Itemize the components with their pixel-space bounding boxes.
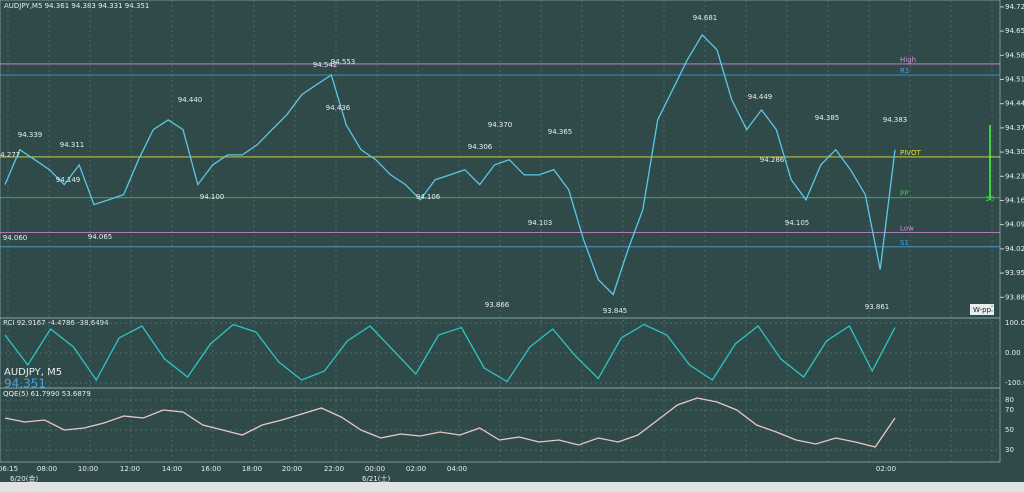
date-label: 6/21(土) — [362, 474, 390, 483]
y-tick-label: 94.440 — [1005, 100, 1024, 108]
y-tick-label: 0.00 — [1005, 349, 1021, 357]
price-annotation: 94.383 — [883, 116, 908, 124]
price-annotation: 94.149 — [56, 176, 81, 184]
y-tick-label: 94.020 — [1005, 245, 1024, 253]
y-tick-label: 94.370 — [1005, 124, 1024, 132]
price-annotation: 94.365 — [548, 128, 573, 136]
date-label: 6/20(金) — [10, 474, 38, 483]
price-line — [4, 33, 896, 296]
x-tick-label: 02:00 — [406, 465, 426, 473]
price-annotation: 94.436 — [326, 104, 351, 112]
price-annotation: 94.103 — [528, 219, 553, 227]
x-tick-label: 06:15 — [0, 465, 18, 473]
x-tick-label: 22:00 — [324, 465, 344, 473]
y-tick-label: 93.880 — [1005, 293, 1024, 301]
price-annotation: 94.370 — [488, 121, 513, 129]
side-label: 20 — [986, 195, 995, 203]
level-label: High — [900, 56, 916, 64]
y-tick-label: 94.160 — [1005, 196, 1024, 204]
price-annotation: 94.277 — [0, 151, 20, 159]
price-annotation: 94.065 — [88, 233, 113, 241]
qqe-line — [4, 397, 896, 448]
price-annotation: 93.861 — [865, 303, 890, 311]
price-annotation: 94.339 — [18, 131, 43, 139]
x-tick-label: 18:00 — [242, 465, 262, 473]
price-annotation: 94.385 — [815, 114, 840, 122]
qqe-title: QQE(5) 61.7990 53.6879 — [3, 390, 91, 398]
x-tick-label: 16:00 — [201, 465, 221, 473]
price-annotation: 94.542 — [313, 61, 338, 69]
price-annotation: 94.311 — [60, 141, 85, 149]
pivot-box — [970, 304, 994, 315]
price-annotation: 94.100 — [200, 193, 225, 201]
y-tick-label: 94.720 — [1005, 3, 1024, 11]
price-annotation: 93.845 — [603, 307, 628, 315]
x-tick-label: 14:00 — [162, 465, 182, 473]
price-annotation: 93.866 — [485, 301, 510, 309]
price-annotation: 94.060 — [3, 234, 28, 242]
x-tick-label: 00:00 — [365, 465, 385, 473]
level-label: Low — [900, 225, 914, 233]
level-label: R1 — [900, 67, 909, 75]
y-tick-label: 94.510 — [1005, 76, 1024, 84]
y-tick-label: 50 — [1005, 426, 1014, 434]
symbol-overlay: AUDJPY, M5 — [4, 367, 62, 378]
x-tick-label: 04:00 — [447, 465, 467, 473]
y-tick-label: 94.650 — [1005, 27, 1024, 35]
y-tick-label: 94.090 — [1005, 221, 1024, 229]
x-tick-label: 02:00 — [876, 465, 896, 473]
price-annotation: 94.306 — [468, 143, 493, 151]
price-annotation: 94.681 — [693, 14, 718, 22]
level-label: PIVOT — [900, 149, 921, 157]
pivot-box-label: W-pp — [973, 306, 992, 314]
x-tick-label: 10:00 — [78, 465, 98, 473]
level-label: PP — [900, 190, 908, 198]
chart-title: AUDJPY,M5 94.361 94.383 94.331 94.351 — [4, 2, 149, 10]
price-annotation: 94.105 — [785, 219, 810, 227]
price-annotation: 94.449 — [748, 93, 773, 101]
level-label: S1 — [900, 239, 909, 247]
x-tick-label: 08:00 — [37, 465, 57, 473]
price-annotation: 94.553 — [331, 58, 356, 66]
y-tick-label: 94.300 — [1005, 148, 1024, 156]
y-tick-label: 94.580 — [1005, 51, 1024, 59]
y-tick-label: 30 — [1005, 446, 1014, 454]
status-bar — [0, 482, 1024, 492]
y-tick-label: 80 — [1005, 396, 1014, 404]
y-tick-label: 93.950 — [1005, 269, 1024, 277]
y-tick-label: 70 — [1005, 406, 1014, 414]
price-annotation: 94.286 — [760, 156, 785, 164]
x-tick-label: 20:00 — [282, 465, 302, 473]
price-annotation: 94.440 — [178, 96, 203, 104]
x-tick-label: 12:00 — [120, 465, 140, 473]
price-overlay: 94.351 — [4, 377, 46, 391]
y-tick-label: 94.230 — [1005, 172, 1024, 180]
rci-line — [4, 323, 896, 383]
price-annotation: 94.106 — [416, 193, 441, 201]
